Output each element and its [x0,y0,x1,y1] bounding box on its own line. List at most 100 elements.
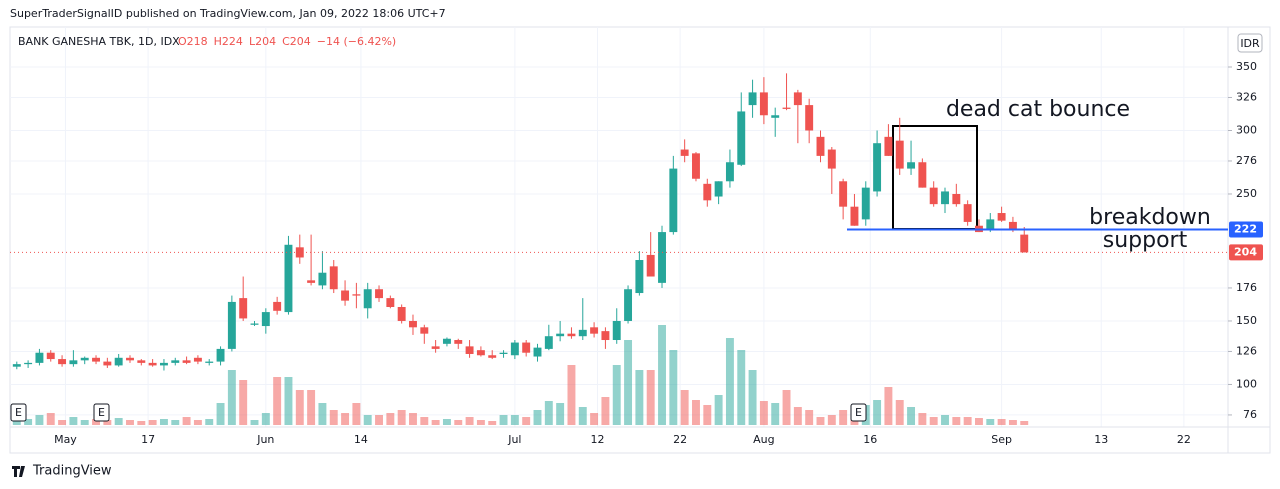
candle-body [307,280,316,283]
volume-bar [159,419,168,425]
annotation: dead cat bounce [946,97,1130,122]
volume-bar [488,421,497,425]
candle-body [952,193,961,205]
volume-bar [227,370,236,425]
candle-body [771,115,780,118]
candle-body [499,352,508,354]
candle-body [273,301,282,311]
volume-bar [126,420,134,425]
candle-body [748,92,757,106]
x-tick-label: 22 [673,433,687,446]
volume-bar [363,415,372,425]
candle-body [284,244,293,313]
x-tick-label: 13 [1094,433,1108,446]
event-marker-box [93,403,110,422]
volume-bar [601,397,610,425]
candle-body [69,360,78,365]
volume-bar [318,403,327,425]
candle-body [420,327,429,334]
candle-body [476,350,485,356]
volume-bar [952,417,961,425]
volume-bar [58,420,67,425]
volume-bar [680,390,689,425]
candle-body [646,254,655,277]
volume-bar [533,410,542,425]
candle-body [193,357,202,362]
volume-bar [261,413,270,425]
candle-body [884,136,893,156]
candle-body [171,360,180,363]
volume-bar [205,419,214,425]
candle-body [612,320,621,341]
event-marker-box [10,403,27,422]
volume-bar [612,365,621,425]
y-tick-label: 76 [1243,408,1257,421]
candle-body [239,298,248,319]
candle-body [216,348,225,362]
volume-bar [873,400,882,425]
volume-bar [171,420,180,425]
volume-bar [137,421,146,425]
price-badge [1229,221,1263,238]
volume-bar [714,395,723,425]
volume-bar [556,403,565,425]
volume-bar [635,370,644,425]
annotation: support [1103,228,1188,253]
candle-body [442,338,451,344]
volume-bar [624,340,633,425]
volume-bar [80,420,89,425]
volume-bar [907,407,916,425]
candle-body [295,247,304,258]
volume-bar [273,377,282,425]
ohlc-label: O218 [178,35,208,48]
candle-body [556,333,565,337]
x-tick-label: 17 [141,433,155,446]
volume-bar [307,390,316,425]
volume-bar [544,401,553,425]
volume-bar [771,403,780,425]
volume-bar [69,417,78,425]
candle-body [522,342,531,353]
change: −14 (−6.42%) [317,35,396,48]
publisher: SuperTraderSignalID published on Trading… [10,7,446,20]
candle-body [861,187,870,220]
x-tick-label: May [54,433,77,446]
volume-bar [805,410,814,425]
volume-bar [216,403,225,425]
volume-bar [239,380,248,425]
x-tick-label: Jun [256,433,274,446]
candle-body [227,301,236,349]
volume-bar [250,420,259,425]
candle-body [137,360,146,363]
candle-body [465,346,474,354]
candle-body [318,272,327,286]
candle-body [782,107,791,109]
volume-bar [941,415,949,425]
volume-bar [986,419,995,425]
volume-bar [816,417,825,425]
volume-bar [725,338,734,425]
volume-bar [499,415,508,425]
event-marker: E [15,406,22,419]
candle-body [680,149,689,156]
volume-bar [409,413,417,425]
volume-bar [352,403,361,425]
volume-bar [193,420,202,425]
logo [12,466,25,477]
candle-body [533,347,542,357]
candle-body [601,331,610,341]
volume-bar [692,400,700,425]
volume-bar [646,370,655,425]
candle-body [590,327,599,334]
candle-body [578,329,587,337]
x-tick-label: 16 [863,433,877,446]
candle-body [839,181,848,207]
volume-bar [329,410,338,425]
volume-bar [431,420,440,425]
candle-body [669,168,678,233]
volume-bar [35,415,44,425]
volume-bar [442,419,451,425]
candle-body [261,312,270,327]
volume-bar [386,413,395,425]
